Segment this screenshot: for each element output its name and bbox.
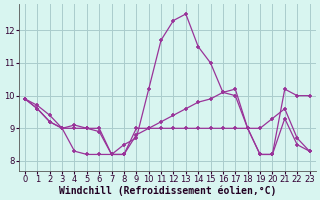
X-axis label: Windchill (Refroidissement éolien,°C): Windchill (Refroidissement éolien,°C): [59, 185, 276, 196]
